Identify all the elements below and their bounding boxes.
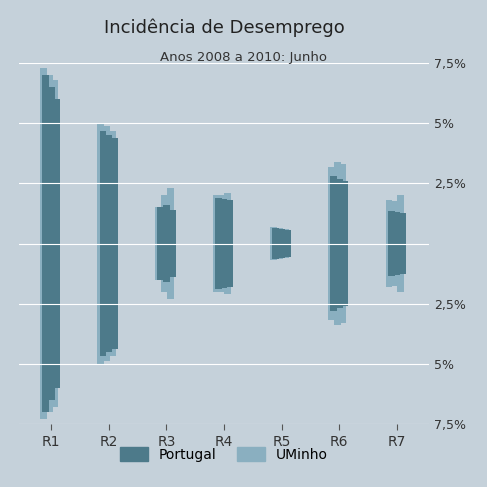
Bar <box>52 80 58 244</box>
Bar <box>221 199 227 244</box>
Bar <box>393 212 400 244</box>
Bar <box>46 75 53 244</box>
Bar <box>97 123 104 244</box>
Bar <box>109 131 116 244</box>
Bar <box>163 244 170 282</box>
Bar <box>397 244 404 292</box>
Bar <box>155 244 162 280</box>
Bar <box>111 244 118 349</box>
Bar <box>48 244 55 400</box>
Bar <box>393 244 400 275</box>
Bar <box>339 164 346 244</box>
Bar <box>157 244 164 280</box>
Bar <box>330 176 337 244</box>
Bar <box>388 244 394 276</box>
Bar <box>54 99 60 244</box>
Bar <box>328 167 335 244</box>
Bar <box>213 195 220 244</box>
Bar <box>336 244 343 308</box>
Bar <box>270 244 277 261</box>
Legend: Portugal, UMinho: Portugal, UMinho <box>114 441 334 467</box>
Bar <box>392 202 398 244</box>
Bar <box>167 188 173 244</box>
Bar <box>215 244 222 289</box>
Bar <box>161 195 168 244</box>
Bar <box>163 205 170 244</box>
Bar <box>334 244 340 325</box>
Bar <box>221 244 227 288</box>
Bar <box>52 244 58 407</box>
Bar <box>40 68 47 244</box>
Bar <box>169 210 176 244</box>
Bar <box>397 195 404 244</box>
Bar <box>386 200 393 244</box>
Bar <box>103 126 110 244</box>
Bar <box>99 244 107 356</box>
Bar <box>155 207 162 244</box>
Bar <box>42 244 49 412</box>
Bar <box>219 244 225 292</box>
Bar <box>270 226 277 244</box>
Bar <box>226 244 233 287</box>
Bar <box>392 244 398 285</box>
Bar <box>169 244 176 277</box>
Bar <box>111 138 118 244</box>
Bar <box>219 195 225 244</box>
Bar <box>224 193 231 244</box>
Bar <box>46 244 53 412</box>
Bar <box>399 244 406 274</box>
Title: Incidência de Desemprego: Incidência de Desemprego <box>104 18 344 37</box>
Bar <box>157 207 164 244</box>
Bar <box>328 244 335 320</box>
Bar <box>48 87 55 244</box>
Bar <box>161 244 168 292</box>
Bar <box>339 244 346 323</box>
Bar <box>213 244 220 292</box>
Bar <box>278 229 285 244</box>
Bar <box>386 244 393 287</box>
Bar <box>105 244 112 352</box>
Bar <box>388 211 394 244</box>
Bar <box>42 75 49 244</box>
Bar <box>399 213 406 244</box>
Bar <box>282 244 289 258</box>
Bar <box>282 229 289 244</box>
Bar <box>272 228 280 244</box>
Bar <box>105 135 112 244</box>
Bar <box>226 200 233 244</box>
Bar <box>336 179 343 244</box>
Bar <box>54 244 60 388</box>
Bar <box>272 244 280 259</box>
Bar <box>284 244 291 257</box>
Bar <box>99 131 107 244</box>
Bar <box>278 244 285 258</box>
Text: Anos 2008 a 2010: Junho: Anos 2008 a 2010: Junho <box>160 51 327 64</box>
Bar <box>330 244 337 311</box>
Bar <box>167 244 173 299</box>
Bar <box>224 244 231 294</box>
Bar <box>334 162 340 244</box>
Bar <box>40 244 47 419</box>
Bar <box>103 244 110 361</box>
Bar <box>341 244 349 306</box>
Bar <box>276 228 283 244</box>
Bar <box>276 244 283 259</box>
Bar <box>284 230 291 244</box>
Bar <box>97 244 104 364</box>
Bar <box>341 181 349 244</box>
Bar <box>215 198 222 244</box>
Bar <box>109 244 116 356</box>
